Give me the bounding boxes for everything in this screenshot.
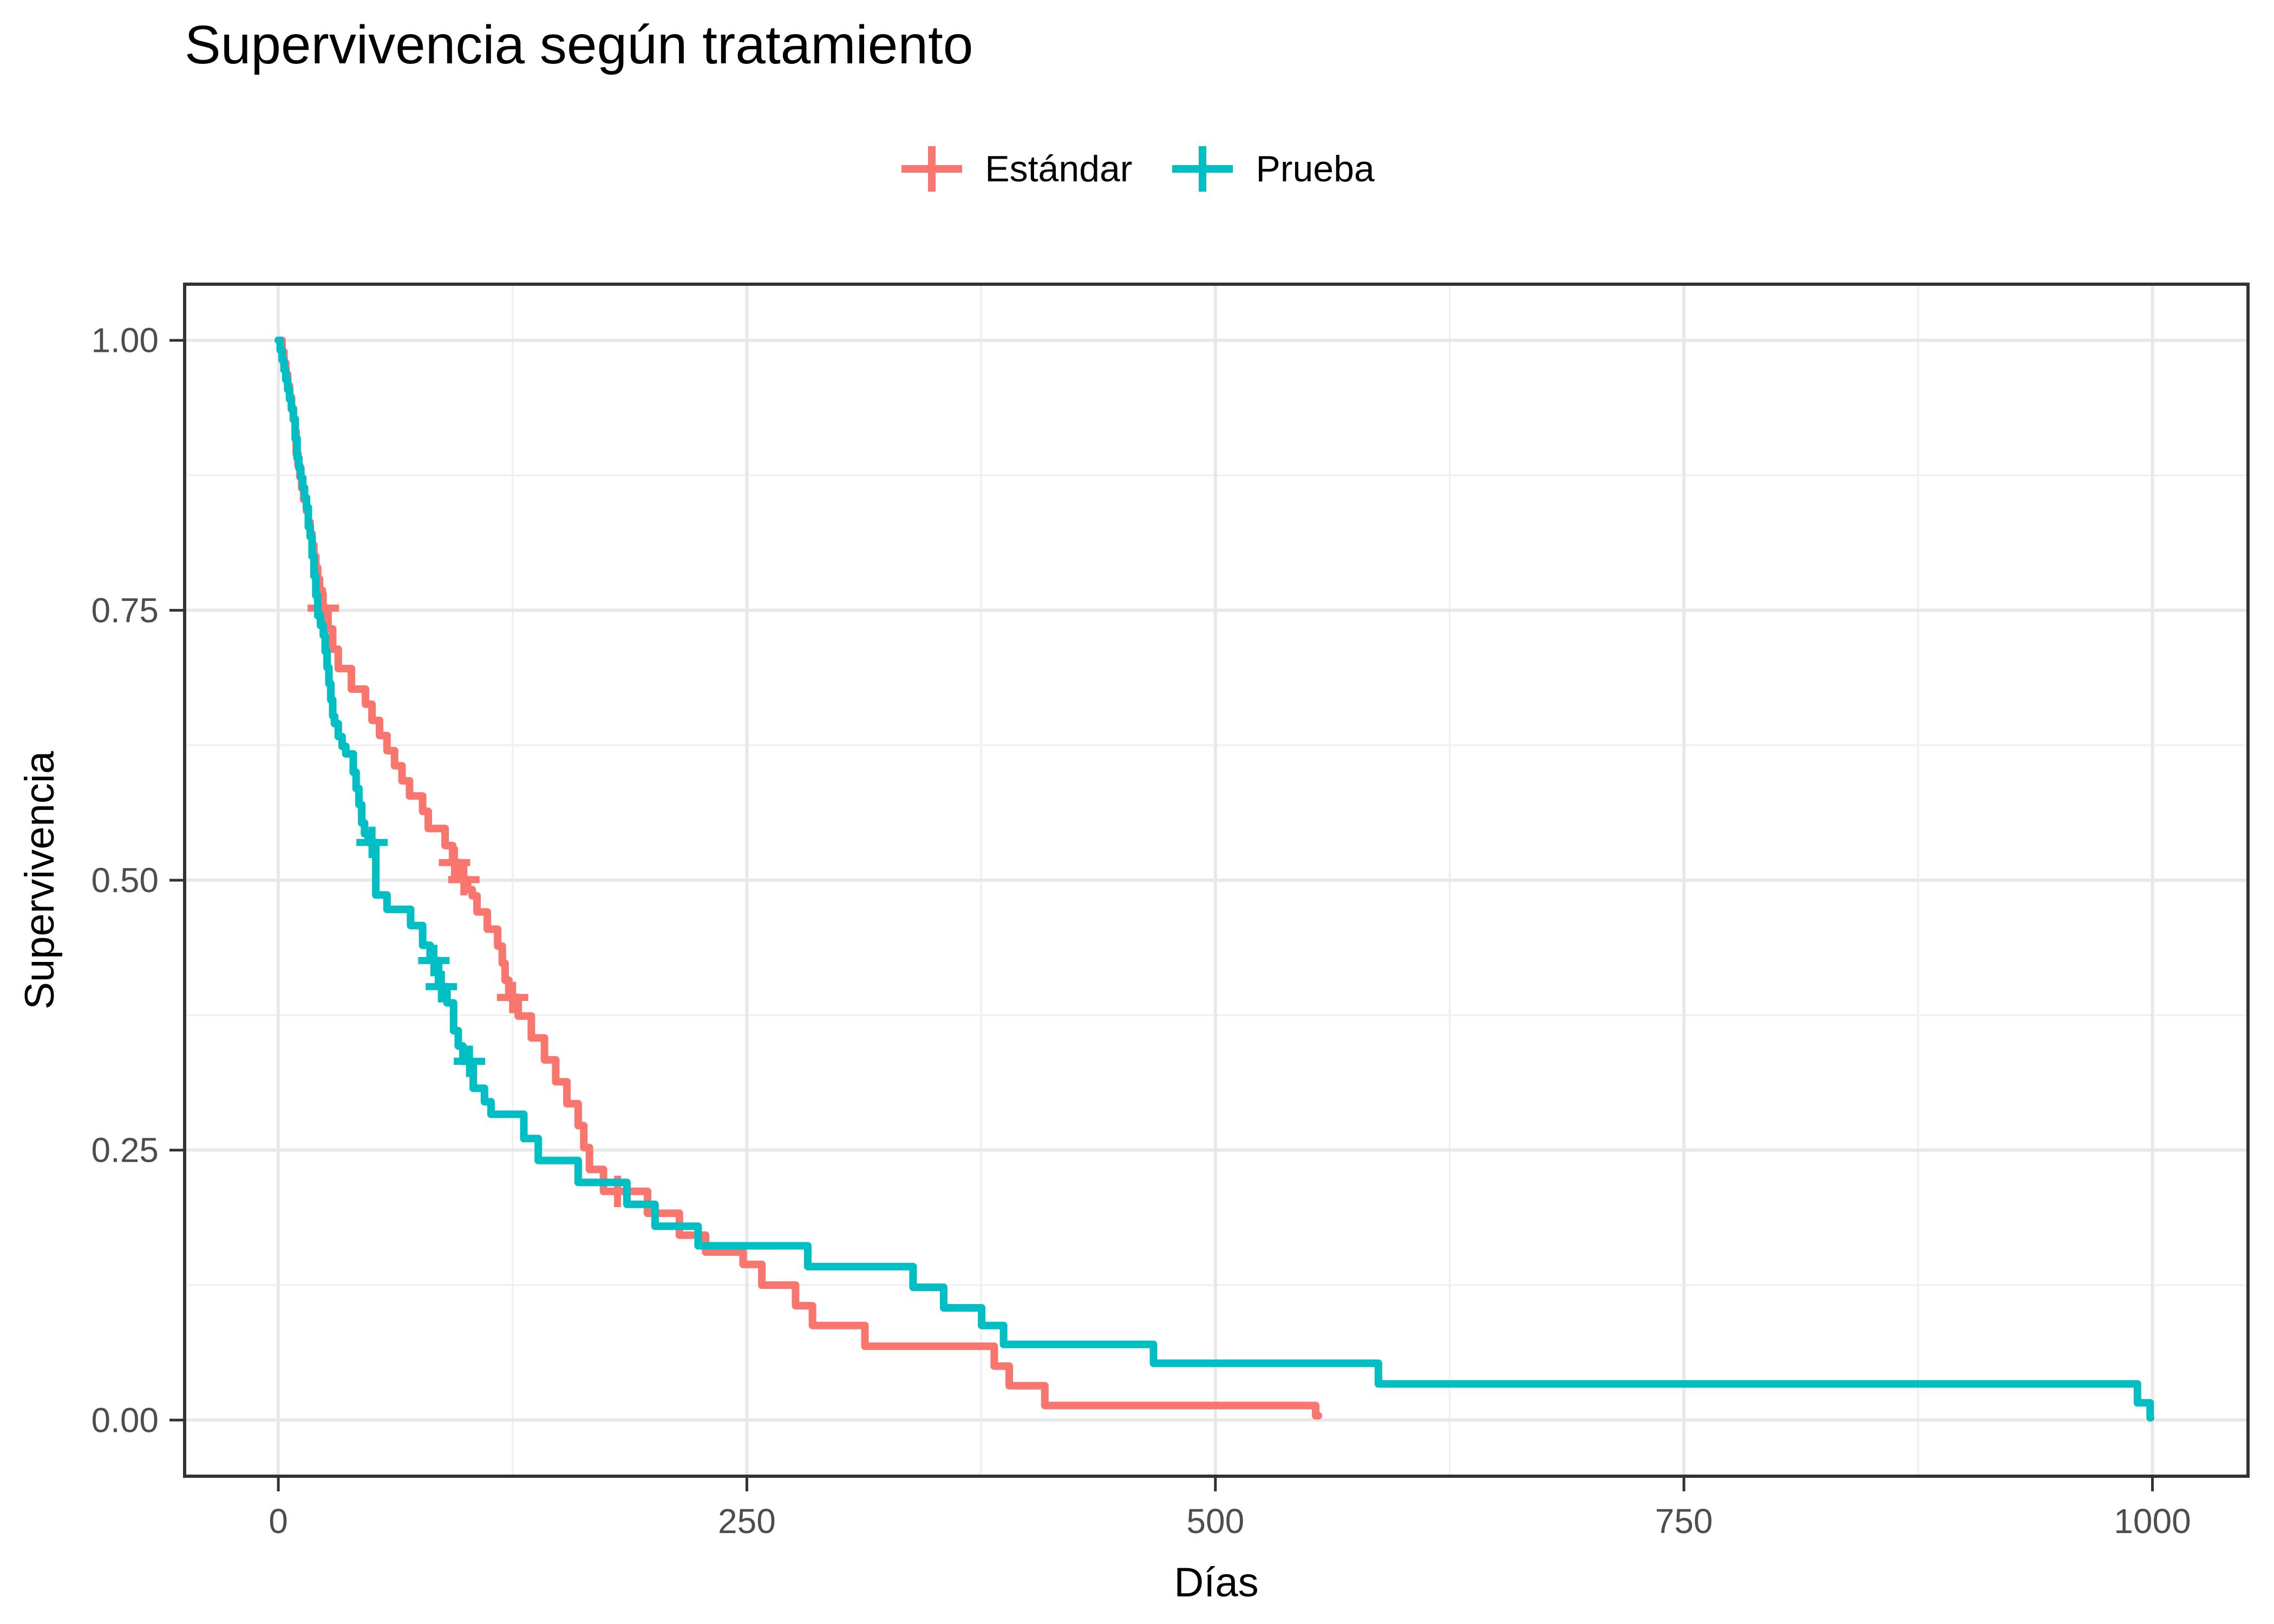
- legend-label: Prueba: [1256, 148, 1375, 189]
- censor-mark-estndar: [448, 864, 480, 895]
- x-axis-tick-label: 0: [269, 1502, 288, 1541]
- censor-mark-prueba: [418, 945, 450, 977]
- x-axis-tick-label: 250: [718, 1502, 776, 1541]
- censor-mark-estndar: [439, 847, 471, 879]
- legend-item-estndar: Estándar: [899, 136, 1132, 201]
- censor-mark-prueba: [454, 1045, 486, 1077]
- y-axis-tick-label: 0.25: [91, 1131, 159, 1170]
- x-axis-tick-label: 500: [1186, 1502, 1244, 1541]
- survival-curve-prueba: [275, 336, 2154, 1422]
- y-axis-tick-label: 0.75: [91, 591, 159, 630]
- y-axis-title: Supervivencia: [17, 751, 63, 1010]
- censor-mark-estndar: [496, 981, 528, 1013]
- x-axis-title: Días: [1174, 1560, 1259, 1606]
- y-axis-tick-label: 1.00: [91, 321, 159, 360]
- legend: Estándar Prueba: [0, 136, 2274, 201]
- plot-title: Supervivencia según tratamiento: [185, 15, 973, 75]
- x-axis-tick-label: 1000: [2114, 1502, 2191, 1541]
- legend-key-plus-icon: [901, 146, 963, 192]
- legend-label: Estándar: [985, 148, 1133, 189]
- legend-item-prueba: Prueba: [1170, 136, 1375, 201]
- censor-mark-prueba: [356, 827, 388, 859]
- legend-key-plus-icon: [1172, 146, 1233, 192]
- y-axis-tick-label: 0.50: [91, 861, 159, 900]
- x-axis-tick-label: 750: [1655, 1502, 1713, 1541]
- y-axis-tick-label: 0.00: [91, 1400, 159, 1439]
- censor-mark-prueba: [426, 971, 458, 1003]
